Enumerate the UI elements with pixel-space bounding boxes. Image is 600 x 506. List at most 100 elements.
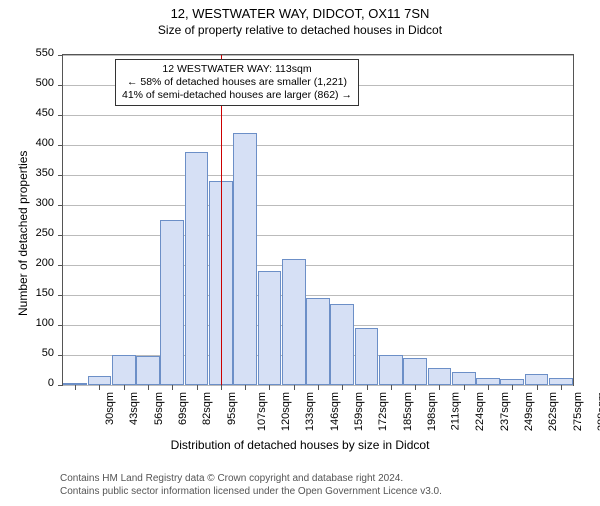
x-tick-label: 288sqm (596, 392, 600, 431)
y-tick (58, 325, 63, 326)
histogram-bar (160, 220, 184, 385)
y-tick-label: 150 (24, 287, 54, 299)
page-subtitle: Size of property relative to detached ho… (0, 23, 600, 37)
x-tick (391, 385, 392, 390)
x-tick-label: 275sqm (572, 392, 584, 431)
histogram-bar (355, 328, 379, 385)
x-tick (172, 385, 173, 390)
y-tick (58, 85, 63, 86)
y-tick-label: 350 (24, 167, 54, 179)
y-tick (58, 355, 63, 356)
x-tick (537, 385, 538, 390)
y-tick (58, 235, 63, 236)
footer-text: Contains HM Land Registry data © Crown c… (60, 473, 442, 498)
histogram-bar (525, 374, 549, 385)
y-tick-label: 200 (24, 257, 54, 269)
y-tick (58, 115, 63, 116)
x-tick (124, 385, 125, 390)
annotation-box: 12 WESTWATER WAY: 113sqm← 58% of detache… (115, 59, 359, 106)
x-tick (561, 385, 562, 390)
x-tick-label: 211sqm (449, 392, 461, 430)
x-tick (342, 385, 343, 390)
x-tick (318, 385, 319, 390)
histogram-bar (549, 378, 573, 385)
y-tick (58, 205, 63, 206)
x-tick-label: 237sqm (499, 392, 511, 431)
x-axis-label: Distribution of detached houses by size … (0, 438, 600, 452)
x-tick-label: 146sqm (329, 392, 341, 431)
x-tick-label: 249sqm (523, 392, 535, 431)
grid-line (63, 205, 573, 206)
histogram-bar (136, 356, 160, 385)
y-tick (58, 175, 63, 176)
x-tick (367, 385, 368, 390)
x-tick (221, 385, 222, 390)
x-tick-label: 120sqm (280, 392, 292, 431)
x-tick-label: 43sqm (128, 392, 140, 425)
x-tick-label: 133sqm (305, 392, 317, 431)
histogram-bar (476, 378, 500, 385)
x-tick (269, 385, 270, 390)
annot-line1: 12 WESTWATER WAY: 113sqm (122, 63, 352, 76)
y-tick-label: 550 (24, 47, 54, 59)
x-tick-label: 95sqm (226, 392, 238, 425)
x-tick (488, 385, 489, 390)
x-tick-label: 185sqm (402, 392, 414, 431)
y-tick (58, 145, 63, 146)
x-tick (415, 385, 416, 390)
histogram-bar (258, 271, 282, 385)
histogram-bar (403, 358, 427, 385)
footer-line1: Contains HM Land Registry data © Crown c… (60, 473, 442, 486)
histogram-bar (233, 133, 257, 385)
x-tick-label: 56sqm (153, 392, 165, 425)
y-tick (58, 295, 63, 296)
histogram-bar (282, 259, 306, 385)
grid-line (63, 175, 573, 176)
x-tick-label: 262sqm (547, 392, 559, 431)
histogram-bar (330, 304, 354, 385)
histogram-chart: 12 WESTWATER WAY: 113sqm← 58% of detache… (62, 54, 574, 386)
y-tick-label: 500 (24, 77, 54, 89)
histogram-bar (428, 368, 452, 385)
x-tick (99, 385, 100, 390)
x-tick (75, 385, 76, 390)
x-tick (245, 385, 246, 390)
grid-line (63, 145, 573, 146)
x-tick-label: 198sqm (426, 392, 438, 431)
x-tick (148, 385, 149, 390)
annot-line2: ← 58% of detached houses are smaller (1,… (122, 76, 352, 89)
histogram-bar (185, 152, 209, 385)
y-tick-label: 300 (24, 197, 54, 209)
y-tick-label: 100 (24, 317, 54, 329)
histogram-bar (452, 372, 476, 385)
y-tick (58, 55, 63, 56)
grid-line (63, 55, 573, 56)
y-tick-label: 400 (24, 137, 54, 149)
footer-line2: Contains public sector information licen… (60, 486, 442, 499)
histogram-bar (88, 376, 112, 385)
annot-line3: 41% of semi-detached houses are larger (… (122, 89, 352, 102)
x-tick-label: 224sqm (475, 392, 487, 431)
x-tick-label: 82sqm (201, 392, 213, 425)
grid-line (63, 295, 573, 296)
y-tick (58, 385, 63, 386)
grid-line (63, 265, 573, 266)
x-tick-label: 172sqm (377, 392, 389, 431)
y-tick-label: 0 (24, 377, 54, 389)
page-title: 12, WESTWATER WAY, DIDCOT, OX11 7SN (0, 6, 600, 21)
x-tick (294, 385, 295, 390)
x-tick-label: 30sqm (104, 392, 116, 425)
x-tick (464, 385, 465, 390)
x-tick-label: 69sqm (177, 392, 189, 425)
chart-container: 12, WESTWATER WAY, DIDCOT, OX11 7SN Size… (0, 6, 600, 506)
y-tick-label: 450 (24, 107, 54, 119)
x-tick (439, 385, 440, 390)
histogram-bar (379, 355, 403, 385)
x-tick (512, 385, 513, 390)
grid-line (63, 115, 573, 116)
y-tick (58, 265, 63, 266)
histogram-bar (306, 298, 330, 385)
x-tick-label: 107sqm (256, 392, 268, 431)
x-tick-label: 159sqm (353, 392, 365, 431)
y-tick-label: 50 (24, 347, 54, 359)
